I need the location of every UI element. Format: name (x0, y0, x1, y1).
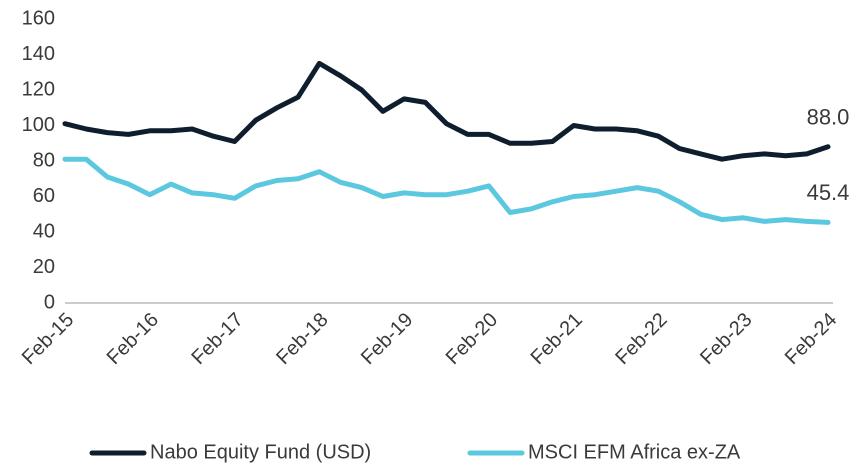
x-tick-label: Feb-23 (696, 309, 756, 369)
y-tick-label: 80 (33, 149, 55, 171)
y-tick-label: 40 (33, 220, 55, 242)
x-tick-label: Feb-24 (781, 309, 841, 369)
y-tick-label: 160 (22, 7, 55, 29)
series-line (62, 60, 831, 162)
legend-label: Nabo Equity Fund (USD) (150, 441, 371, 463)
x-tick-label: Feb-21 (527, 309, 587, 369)
y-tick-label: 60 (33, 185, 55, 207)
y-tick-label: 20 (33, 256, 55, 278)
legend-label: MSCI EFM Africa ex-ZA (528, 441, 741, 463)
y-tick-label: 0 (44, 291, 55, 313)
x-tick-label: Feb-22 (611, 309, 671, 369)
y-tick-label: 120 (22, 78, 55, 100)
y-tick-label: 100 (22, 114, 55, 136)
x-tick-label: Feb-15 (18, 309, 78, 369)
y-tick-label: 140 (22, 43, 55, 65)
x-tick-label: Feb-20 (442, 309, 502, 369)
x-tick-label: Feb-18 (272, 309, 332, 369)
x-tick-label: Feb-16 (103, 309, 163, 369)
x-tick-label: Feb-17 (187, 309, 247, 369)
data-label: 88.0 (807, 105, 850, 130)
data-label: 45.4 (807, 180, 850, 205)
x-tick-label: Feb-19 (357, 309, 417, 369)
series-line (62, 156, 831, 225)
